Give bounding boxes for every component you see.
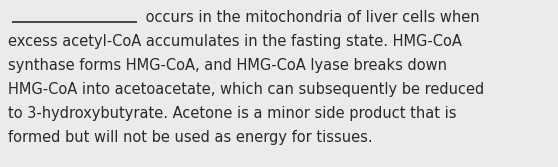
Text: formed but will not be used as energy for tissues.: formed but will not be used as energy fo… — [8, 130, 373, 145]
Text: synthase forms HMG-CoA, and HMG-CoA lyase breaks down: synthase forms HMG-CoA, and HMG-CoA lyas… — [8, 58, 447, 73]
Text: to 3-hydroxybutyrate. Acetone is a minor side product that is: to 3-hydroxybutyrate. Acetone is a minor… — [8, 106, 456, 121]
Text: occurs in the mitochondria of liver cells when: occurs in the mitochondria of liver cell… — [141, 10, 479, 25]
Text: HMG-CoA into acetoacetate, which can subsequently be reduced: HMG-CoA into acetoacetate, which can sub… — [8, 82, 484, 97]
Text: excess acetyl-CoA accumulates in the fasting state. HMG-CoA: excess acetyl-CoA accumulates in the fas… — [8, 34, 462, 49]
